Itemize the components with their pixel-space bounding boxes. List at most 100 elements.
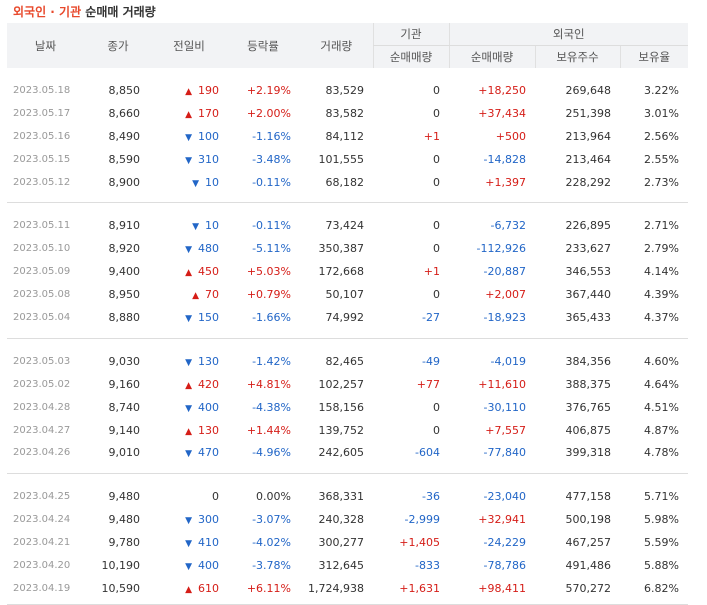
change-cell: ▼ 100: [152, 125, 226, 148]
row-separator: [7, 474, 688, 486]
holdings-cell: 384,356: [565, 354, 612, 368]
rate-cell: +1.44%: [246, 423, 291, 437]
holding-ratio-cell: 5.98%: [644, 513, 679, 527]
change-cell: ▲ 190: [152, 79, 226, 102]
rate-cell: -4.02%: [252, 536, 291, 550]
row-separator: [7, 68, 688, 79]
change-cell: ▼ 150: [152, 306, 226, 329]
date-cell: 2023.05.11: [13, 220, 71, 232]
foreign-net-cell: -77,840: [483, 446, 526, 460]
title-rest: 순매매 거래량: [81, 5, 156, 19]
down-arrow-icon: ▼: [185, 403, 192, 414]
title-accent: 외국인 · 기관: [13, 5, 82, 19]
header-foreign-net: 순매매량: [448, 45, 535, 68]
foreign-net-cell: +7,557: [485, 423, 526, 437]
section-title: 외국인 · 기관 순매매 거래량: [13, 3, 156, 20]
volume-cell: 312,645: [318, 558, 365, 572]
rate-cell: -3.78%: [252, 558, 291, 572]
date-cell: 2023.05.12: [13, 176, 71, 188]
rate-cell: +0.79%: [246, 288, 291, 302]
change-cell: ▲ 610: [152, 577, 226, 600]
table-row: 2023.05.15 8,590 ▼ 310 -3.48% 101,555 0 -14,828…: [7, 148, 688, 171]
volume-cell: 172,668: [318, 265, 365, 279]
institution-net-cell: 0: [433, 83, 440, 97]
close-price-cell: 8,920: [108, 242, 141, 256]
rate-cell: -0.11%: [252, 175, 291, 189]
change-cell: ▲ 450: [152, 260, 226, 283]
table-row: 2023.05.12 8,900 ▼ 10 -0.11% 68,182 0 +1,397 228…: [7, 171, 688, 194]
rate-cell: -4.38%: [252, 400, 291, 414]
holdings-cell: 388,375: [565, 377, 612, 391]
date-cell: 2023.05.16: [13, 130, 71, 142]
foreign-net-cell: -24,229: [483, 536, 526, 550]
header-foreign: 외국인: [448, 23, 688, 46]
volume-cell: 83,529: [325, 83, 365, 97]
row-separator: [7, 464, 688, 475]
holdings-cell: 477,158: [565, 490, 612, 504]
table-row: 2023.05.03 9,030 ▼ 130 -1.42% 82,465 -49 -4,019…: [7, 350, 688, 373]
header-institution: 기관: [372, 23, 449, 46]
close-price-cell: 9,480: [108, 490, 141, 504]
holding-ratio-cell: 4.51%: [644, 400, 679, 414]
date-cell: 2023.04.25: [13, 491, 71, 503]
foreign-net-cell: -78,786: [483, 558, 526, 572]
header-close: 종가: [84, 23, 152, 68]
institution-net-cell: 0: [433, 152, 440, 166]
volume-cell: 50,107: [325, 288, 365, 302]
header-date: 날짜: [7, 23, 84, 68]
holding-ratio-cell: 4.60%: [644, 354, 679, 368]
change-value: 0: [212, 490, 219, 504]
date-cell: 2023.05.08: [13, 289, 71, 301]
institution-net-cell: +1,631: [399, 581, 440, 595]
change-cell: ▼ 400: [152, 554, 226, 577]
foreign-net-cell: +500: [495, 129, 526, 143]
down-arrow-icon: ▼: [185, 313, 192, 324]
volume-cell: 368,331: [318, 490, 365, 504]
down-arrow-icon: ▼: [185, 516, 192, 527]
foreign-net-cell: +11,610: [478, 377, 526, 391]
change-value: 310: [198, 152, 219, 166]
close-price-cell: 8,900: [108, 175, 141, 189]
holding-ratio-cell: 6.82%: [644, 581, 679, 595]
date-cell: 2023.05.02: [13, 378, 71, 390]
down-arrow-icon: ▼: [185, 132, 192, 143]
holdings-cell: 233,627: [565, 242, 612, 256]
table-row: 2023.04.21 9,780 ▼ 410 -4.02% 300,277 +1,405 -2…: [7, 531, 688, 554]
change-cell: ▲ 420: [152, 373, 226, 396]
holding-ratio-cell: 5.71%: [644, 490, 679, 504]
holding-ratio-cell: 2.79%: [644, 242, 679, 256]
volume-cell: 68,182: [325, 175, 365, 189]
institution-net-cell: 0: [433, 423, 440, 437]
holding-ratio-cell: 2.73%: [644, 175, 679, 189]
close-price-cell: 8,850: [108, 83, 141, 97]
foreign-net-cell: +98,411: [478, 581, 526, 595]
change-cell: ▼ 480: [152, 237, 226, 260]
rate-cell: -3.07%: [252, 513, 291, 527]
rate-cell: -4.96%: [252, 446, 291, 460]
table-row: 2023.05.10 8,920 ▼ 480 -5.11% 350,387 0 -112,92…: [7, 237, 688, 260]
change-cell: ▼ 130: [152, 350, 226, 373]
rate-cell: +6.11%: [246, 581, 291, 595]
volume-cell: 240,328: [318, 513, 365, 527]
institution-net-cell: -2,999: [404, 513, 440, 527]
change-cell: ▲ 70: [152, 283, 226, 306]
volume-cell: 300,277: [318, 536, 365, 550]
holdings-cell: 467,257: [565, 536, 612, 550]
holdings-cell: 228,292: [565, 175, 612, 189]
rate-cell: -0.11%: [252, 219, 291, 233]
close-price-cell: 9,780: [108, 536, 141, 550]
institution-net-cell: +1: [423, 265, 440, 279]
table-row: 2023.04.26 9,010 ▼ 470 -4.96% 242,605 -604 -77,…: [7, 441, 688, 464]
header-change: 전일비: [152, 23, 226, 68]
row-separator: [7, 328, 688, 339]
holdings-cell: 346,553: [565, 265, 612, 279]
date-cell: 2023.05.15: [13, 153, 71, 165]
down-arrow-icon: ▼: [185, 561, 192, 572]
row-separator: [7, 338, 688, 350]
holdings-cell: 251,398: [565, 106, 612, 120]
change-value: 300: [198, 513, 219, 527]
up-arrow-icon: ▲: [185, 584, 192, 595]
down-arrow-icon: ▼: [185, 155, 192, 166]
holding-ratio-cell: 2.71%: [644, 219, 679, 233]
change-value: 100: [198, 129, 219, 143]
